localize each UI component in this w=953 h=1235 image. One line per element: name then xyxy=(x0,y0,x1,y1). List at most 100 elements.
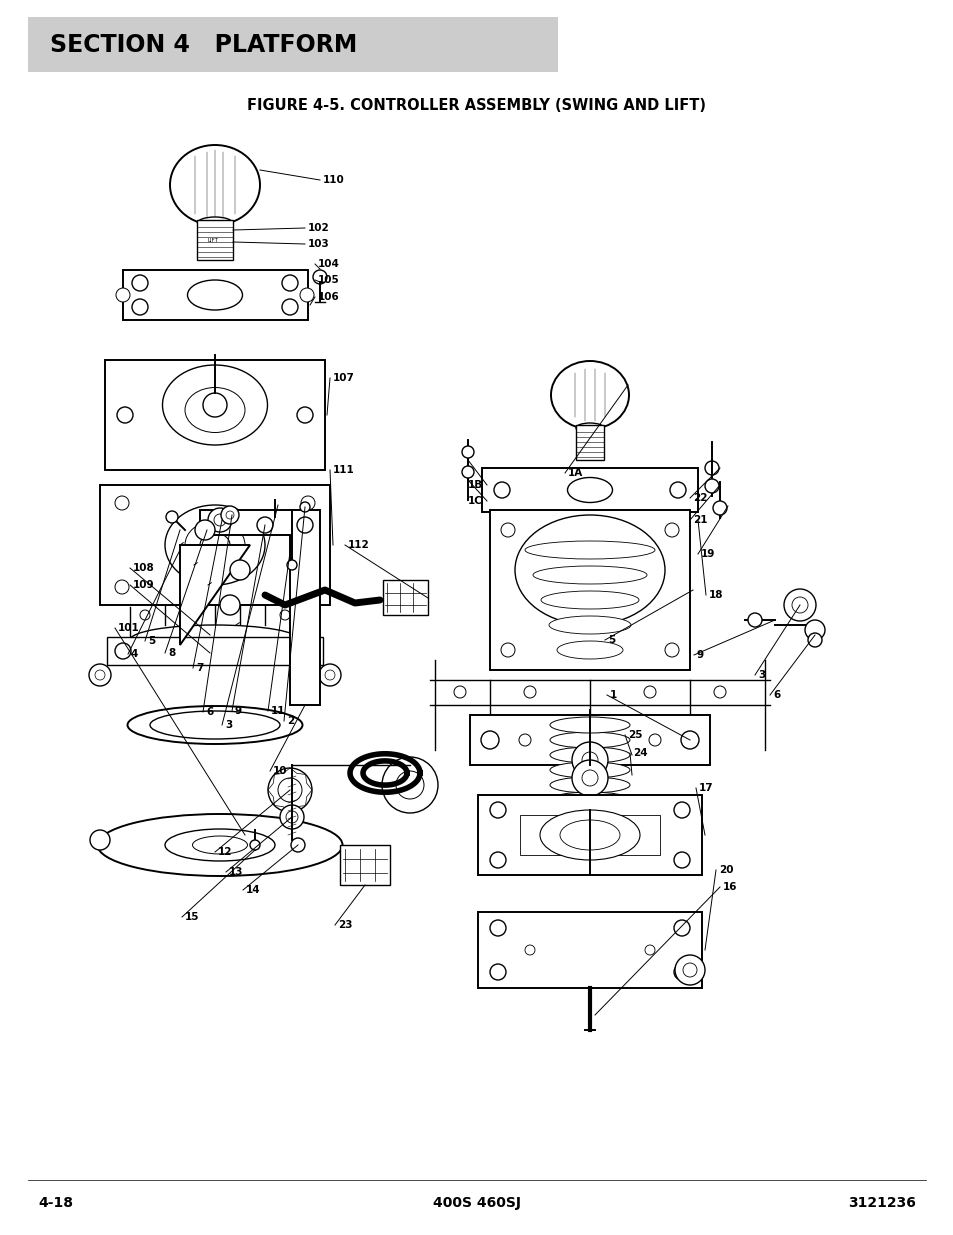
Circle shape xyxy=(221,506,239,524)
Circle shape xyxy=(296,408,313,424)
Circle shape xyxy=(132,299,148,315)
Text: 106: 106 xyxy=(317,291,339,303)
Circle shape xyxy=(166,511,178,522)
Text: 1C: 1C xyxy=(468,496,482,506)
Text: SECTION 4   PLATFORM: SECTION 4 PLATFORM xyxy=(50,33,356,57)
Ellipse shape xyxy=(551,361,628,429)
Ellipse shape xyxy=(185,388,245,432)
Text: 400S 460SJ: 400S 460SJ xyxy=(433,1195,520,1210)
Circle shape xyxy=(256,517,273,534)
Circle shape xyxy=(115,580,129,594)
Ellipse shape xyxy=(524,541,655,559)
Ellipse shape xyxy=(550,762,629,778)
Circle shape xyxy=(675,955,704,986)
Circle shape xyxy=(296,517,313,534)
Text: 4-18: 4-18 xyxy=(38,1195,73,1210)
Circle shape xyxy=(286,811,297,823)
Circle shape xyxy=(523,685,536,698)
Circle shape xyxy=(282,275,297,291)
Circle shape xyxy=(490,920,505,936)
Ellipse shape xyxy=(548,616,630,634)
Polygon shape xyxy=(180,545,250,645)
Text: 25: 25 xyxy=(627,730,641,740)
Ellipse shape xyxy=(128,706,302,743)
Circle shape xyxy=(301,496,314,510)
Text: 104: 104 xyxy=(317,259,339,269)
Ellipse shape xyxy=(165,505,265,585)
Circle shape xyxy=(282,299,297,315)
Circle shape xyxy=(220,595,240,615)
Circle shape xyxy=(299,288,314,303)
Circle shape xyxy=(648,734,660,746)
Circle shape xyxy=(747,613,761,627)
Circle shape xyxy=(268,768,312,811)
Text: 6: 6 xyxy=(206,706,213,718)
Circle shape xyxy=(783,589,815,621)
Text: 1A: 1A xyxy=(567,468,582,478)
Ellipse shape xyxy=(550,777,629,793)
Bar xyxy=(470,715,709,764)
Text: 109: 109 xyxy=(132,580,154,590)
Text: 112: 112 xyxy=(348,540,370,550)
Circle shape xyxy=(669,482,685,498)
Circle shape xyxy=(280,610,290,620)
Circle shape xyxy=(250,840,260,850)
Circle shape xyxy=(712,501,726,515)
Circle shape xyxy=(518,734,531,746)
Text: 4: 4 xyxy=(131,650,138,659)
Circle shape xyxy=(395,771,423,799)
Circle shape xyxy=(490,852,505,868)
Circle shape xyxy=(298,643,314,659)
Ellipse shape xyxy=(576,424,603,433)
Text: 9: 9 xyxy=(234,706,242,716)
Ellipse shape xyxy=(515,515,664,625)
Bar xyxy=(100,485,330,605)
Bar xyxy=(123,270,308,320)
Circle shape xyxy=(524,945,535,955)
Circle shape xyxy=(804,620,824,640)
Ellipse shape xyxy=(550,718,629,734)
Bar xyxy=(576,425,603,459)
Bar xyxy=(339,845,390,885)
Circle shape xyxy=(581,769,598,785)
Circle shape xyxy=(280,805,304,829)
Text: 3: 3 xyxy=(225,720,232,730)
Circle shape xyxy=(664,522,679,537)
Circle shape xyxy=(673,852,689,868)
Text: 1B: 1B xyxy=(467,480,482,490)
Circle shape xyxy=(115,643,131,659)
Ellipse shape xyxy=(200,534,230,557)
Ellipse shape xyxy=(197,217,233,228)
Circle shape xyxy=(117,408,132,424)
Text: 105: 105 xyxy=(317,275,339,285)
Circle shape xyxy=(230,559,250,580)
Bar xyxy=(481,468,698,513)
Circle shape xyxy=(664,643,679,657)
Bar xyxy=(107,637,323,664)
Text: 101: 101 xyxy=(118,622,139,634)
Text: 15: 15 xyxy=(185,911,199,923)
Circle shape xyxy=(572,760,607,797)
Circle shape xyxy=(301,580,314,594)
Text: 13: 13 xyxy=(229,867,243,877)
Circle shape xyxy=(494,482,510,498)
Circle shape xyxy=(203,393,227,417)
Text: 14: 14 xyxy=(246,885,260,895)
Ellipse shape xyxy=(185,521,245,569)
Text: 110: 110 xyxy=(323,175,344,185)
Circle shape xyxy=(194,520,214,540)
Ellipse shape xyxy=(165,829,274,861)
Bar xyxy=(28,17,558,72)
Circle shape xyxy=(461,446,474,458)
Circle shape xyxy=(318,664,340,685)
Circle shape xyxy=(572,742,607,778)
Ellipse shape xyxy=(150,711,280,739)
Text: 22: 22 xyxy=(692,493,707,503)
Ellipse shape xyxy=(550,747,629,763)
Text: 2: 2 xyxy=(287,716,294,726)
Circle shape xyxy=(90,830,110,850)
Circle shape xyxy=(140,610,150,620)
Bar xyxy=(382,580,428,615)
Ellipse shape xyxy=(533,566,646,584)
Text: 3121236: 3121236 xyxy=(847,1195,915,1210)
